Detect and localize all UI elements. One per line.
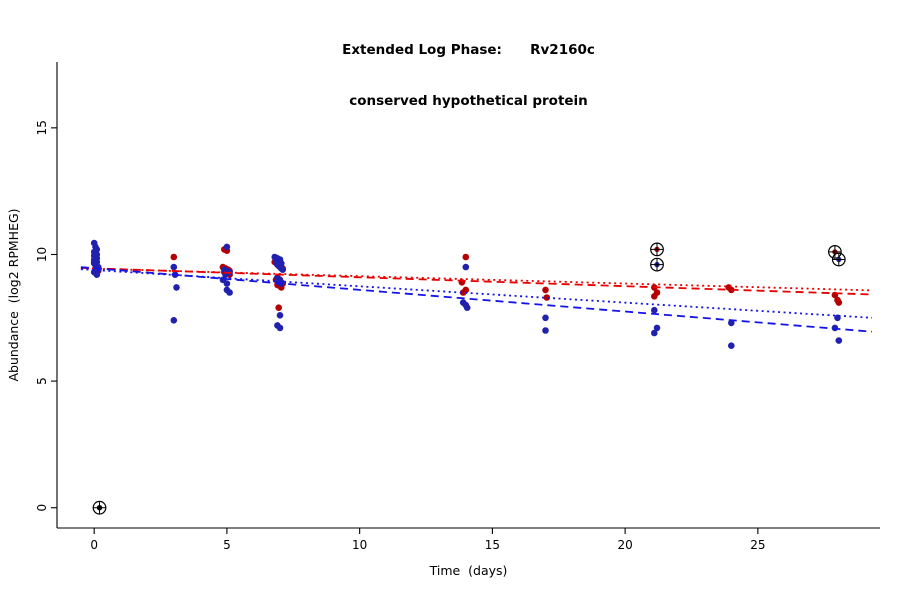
chart-title-line1: Extended Log Phase: Rv2160c <box>342 42 595 58</box>
x-axis-label: Time (days) <box>429 563 508 578</box>
chart-title: Extended Log Phase: Rv2160c conserved hy… <box>57 8 880 144</box>
svg-text:15: 15 <box>485 538 500 552</box>
svg-text:15: 15 <box>35 120 49 135</box>
chart-title-line2: conserved hypothetical protein <box>349 93 588 109</box>
blue-series-points <box>90 239 843 350</box>
tick-labels: 0 5 10 15 20 25 0 5 10 15 <box>35 120 766 552</box>
svg-text:20: 20 <box>617 538 632 552</box>
svg-text:10: 10 <box>352 538 367 552</box>
svg-text:0: 0 <box>35 504 49 512</box>
blue-dashed-fit <box>80 266 873 333</box>
trend-lines <box>80 266 873 333</box>
svg-text:5: 5 <box>35 377 49 385</box>
svg-text:0: 0 <box>90 538 98 552</box>
blue-dotted-fit <box>80 268 873 319</box>
circled-outliers <box>92 242 846 515</box>
axes <box>51 62 880 534</box>
svg-text:10: 10 <box>35 247 49 262</box>
red-dashed-fit <box>80 267 873 296</box>
svg-text:5: 5 <box>223 538 231 552</box>
svg-text:25: 25 <box>750 538 765 552</box>
